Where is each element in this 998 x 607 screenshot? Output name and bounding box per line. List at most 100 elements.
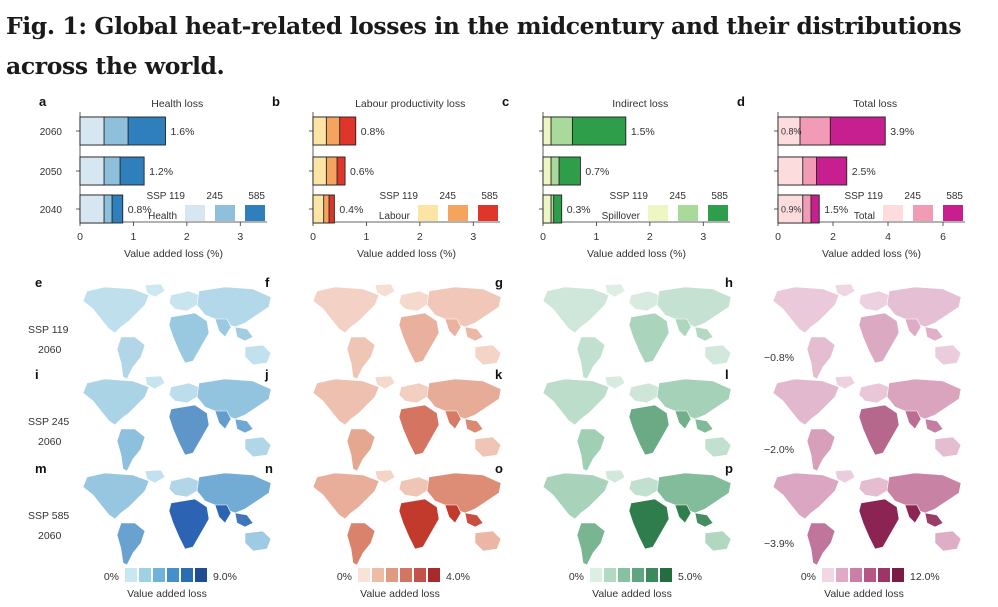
region-south-asia (214, 504, 232, 524)
legend-min-label: 0% (104, 571, 119, 583)
world-map (772, 375, 962, 472)
region-asia (886, 378, 962, 420)
data-label: 1.2% (149, 166, 173, 178)
region-southeast-asia (694, 418, 714, 434)
region-asia (426, 472, 502, 514)
region-south-america (346, 428, 376, 472)
data-label: 0.8% (361, 126, 385, 138)
region-australia (934, 436, 962, 458)
legend-mid-label: 245 (669, 191, 686, 202)
x-tick-label: 3 (470, 231, 476, 243)
legend-ramp-swatch (386, 568, 398, 582)
legend-swatch-2 (708, 205, 728, 221)
map-row-year-label: 2060 (38, 436, 62, 448)
region-europe (858, 382, 890, 404)
map-color-legend-1: 0% 4.0% Value added loss (337, 568, 470, 600)
y-tick-label: 2060 (40, 127, 63, 138)
legend-swatch-0 (883, 205, 903, 221)
region-asia (656, 286, 732, 328)
map-total-annotation: −3.9% (764, 538, 794, 550)
legend-max-label: 5.0% (678, 571, 702, 583)
region-europe (168, 290, 200, 312)
bar-chart-d: d Total loss 3.9% 0.8% 2.5% 1.5% 0.9% 0 2 4 6 Value… (737, 94, 965, 260)
legend-min-label: 0% (569, 571, 584, 583)
region-south-america (346, 522, 376, 566)
legend-title: Value added loss (824, 588, 904, 600)
region-asia (426, 378, 502, 420)
region-europe (858, 476, 890, 498)
bar-ssp-119-2050 (777, 156, 804, 186)
data-label: 1.5% (824, 204, 848, 216)
region-africa (398, 404, 440, 456)
region-europe (398, 476, 430, 498)
region-australia (934, 344, 962, 366)
legend-ramp-swatch (139, 568, 151, 582)
bar-ssp-119-2060 (312, 116, 327, 146)
region-africa (858, 312, 900, 364)
world-map (82, 375, 272, 472)
x-tick-label: 1 (594, 231, 600, 243)
map-panel-n: n (265, 461, 502, 566)
region-africa (858, 404, 900, 456)
legend-swatch-1 (215, 205, 235, 221)
legend-ssp-label: SSP 119 (844, 191, 883, 202)
panel-letter-a: a (39, 94, 47, 109)
legend-mid-label: 245 (206, 191, 223, 202)
bar-chart-a: a Health loss 2060 1.6% 2050 1.2% 2040 0.8% 0 1 2 3… (39, 94, 267, 260)
legend-ramp-swatch (125, 568, 137, 582)
panel-letter-m: m (35, 461, 47, 476)
world-map (542, 469, 732, 566)
region-south-america (116, 336, 146, 380)
bar-chart-b: b Labour productivity loss 0.8% 0.6% 0.4% 0 1 2… (272, 94, 500, 260)
region-southeast-asia (924, 512, 944, 528)
chart-title: Labour productivity loss (355, 98, 465, 110)
panel-letter-i: i (35, 367, 39, 382)
region-north-america (772, 378, 840, 426)
region-australia (934, 530, 962, 552)
data-label: 2.5% (852, 166, 876, 178)
map-panel-k: k (495, 367, 732, 472)
region-southeast-asia (234, 326, 254, 342)
map-panel-j: j (264, 367, 502, 472)
map-panel-i: i (35, 367, 272, 472)
legend-ramp-swatch (428, 568, 440, 582)
panel-letter-f: f (265, 275, 270, 290)
region-europe (628, 382, 660, 404)
region-greenland (604, 375, 626, 390)
bar-ssp-119-2060 (777, 116, 801, 146)
legend-title: Value added loss (360, 588, 440, 600)
legend-name-label: Health (148, 211, 177, 222)
region-asia (426, 286, 502, 328)
region-north-america (772, 472, 840, 520)
region-australia (474, 344, 502, 366)
legend-name-label: Spillover (602, 211, 641, 222)
region-africa (168, 404, 210, 456)
legend-ramp-swatch (864, 568, 876, 582)
data-label: 0.3% (567, 204, 591, 216)
legend: SSP 119 245 585 Health (146, 191, 265, 222)
region-south-america (116, 428, 146, 472)
data-label: 0.7% (585, 166, 609, 178)
region-south-asia (444, 504, 462, 524)
legend: SSP 119 245 585 Spillover (602, 191, 729, 222)
legend-mid-label: 245 (904, 191, 921, 202)
x-tick-label: 3 (237, 231, 243, 243)
region-south-asia (444, 318, 462, 338)
legend-name-label: Total (854, 211, 875, 222)
region-south-america (116, 522, 146, 566)
region-asia (196, 286, 272, 328)
world-map (82, 469, 272, 566)
inner-data-label: 0.8% (781, 127, 802, 137)
data-label: 1.5% (631, 126, 655, 138)
region-south-asia (674, 410, 692, 430)
region-north-america (312, 472, 380, 520)
region-southeast-asia (464, 512, 484, 528)
x-tick-label: 4 (885, 231, 891, 243)
region-south-america (576, 336, 606, 380)
legend-ramp-swatch (878, 568, 890, 582)
region-south-asia (674, 504, 692, 524)
world-map (542, 375, 732, 472)
region-greenland (374, 283, 396, 298)
legend-max-label: 9.0% (213, 571, 237, 583)
data-label: 1.6% (170, 126, 194, 138)
